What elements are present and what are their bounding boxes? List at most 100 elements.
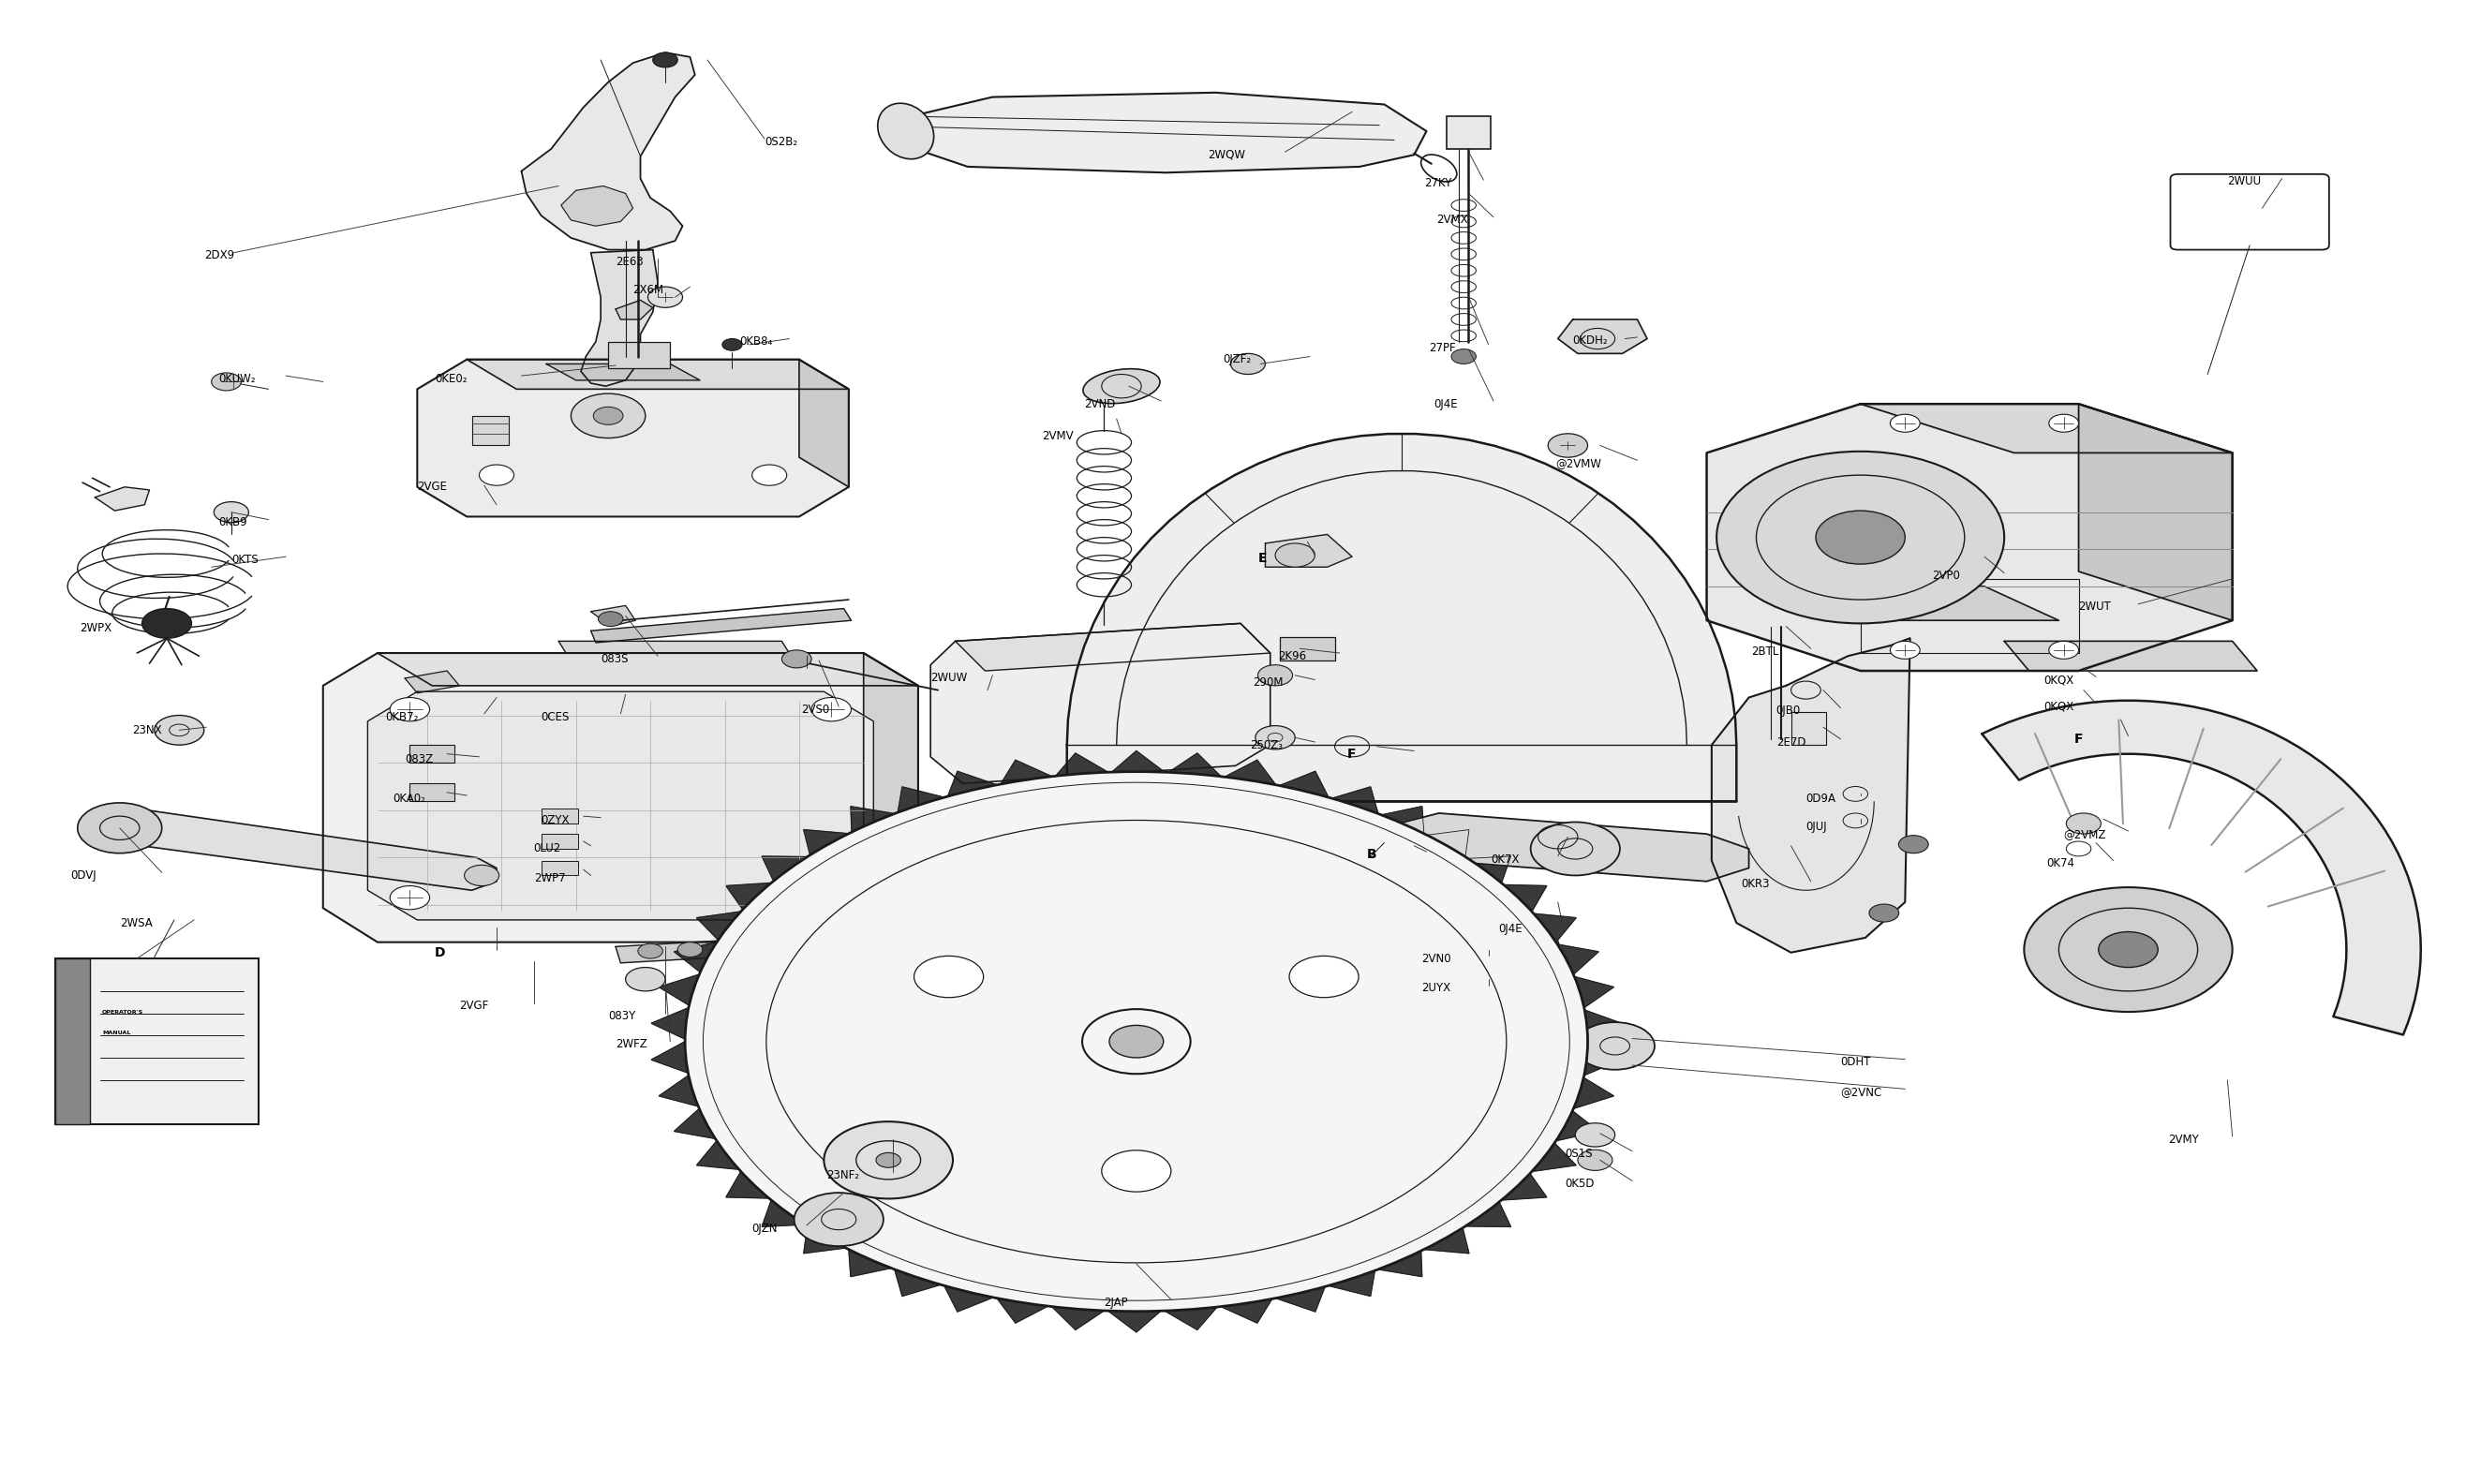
Polygon shape <box>521 52 695 249</box>
Polygon shape <box>1499 884 1546 911</box>
Text: 083S: 083S <box>600 653 628 665</box>
Polygon shape <box>851 806 896 835</box>
Text: 2JAP: 2JAP <box>1104 1297 1129 1309</box>
Text: 2VGF: 2VGF <box>459 1000 489 1012</box>
Text: B: B <box>1367 849 1377 861</box>
Polygon shape <box>417 359 849 516</box>
Circle shape <box>2024 887 2233 1012</box>
Circle shape <box>1816 510 1905 564</box>
Polygon shape <box>1466 1199 1511 1227</box>
Polygon shape <box>1451 968 1563 993</box>
Circle shape <box>638 944 662 959</box>
Text: 0KA0₂: 0KA0₂ <box>392 792 424 804</box>
Text: 2VMY: 2VMY <box>2168 1134 2198 1146</box>
Circle shape <box>811 697 851 721</box>
Text: 0KQX: 0KQX <box>2044 700 2074 712</box>
Text: 0KB8₄: 0KB8₄ <box>739 335 772 347</box>
Text: 23NF₂: 23NF₂ <box>826 1169 858 1181</box>
Polygon shape <box>546 364 700 380</box>
Bar <box>55 959 89 1125</box>
Polygon shape <box>1528 913 1575 942</box>
Polygon shape <box>1265 534 1352 567</box>
Circle shape <box>876 1153 901 1168</box>
Text: 2VS0: 2VS0 <box>801 703 831 715</box>
Circle shape <box>824 1122 953 1199</box>
Bar <box>541 809 578 824</box>
Polygon shape <box>697 1141 744 1169</box>
Text: F: F <box>2074 733 2082 745</box>
FancyBboxPatch shape <box>2171 174 2330 249</box>
Text: 0ZYX: 0ZYX <box>541 815 571 827</box>
Circle shape <box>1231 353 1265 374</box>
Text: 0K7X: 0K7X <box>1491 853 1518 865</box>
Polygon shape <box>1109 751 1164 775</box>
Polygon shape <box>2005 641 2258 671</box>
Text: D: D <box>434 945 447 959</box>
Circle shape <box>211 372 241 390</box>
Circle shape <box>1868 904 1898 922</box>
Polygon shape <box>1109 1307 1164 1333</box>
Text: 0KTS: 0KTS <box>231 554 258 565</box>
Text: 2VN0: 2VN0 <box>1422 953 1451 965</box>
Polygon shape <box>1377 1247 1422 1276</box>
Circle shape <box>1255 726 1295 749</box>
Polygon shape <box>893 92 1427 172</box>
Text: 0S2B₂: 0S2B₂ <box>764 135 796 147</box>
Polygon shape <box>1551 944 1598 975</box>
Ellipse shape <box>878 104 933 159</box>
Polygon shape <box>1531 1140 1575 1171</box>
Circle shape <box>479 464 514 485</box>
Text: 2WUW: 2WUW <box>930 672 968 684</box>
Text: 2WUU: 2WUU <box>2228 175 2260 187</box>
Text: 250Z₃: 250Z₃ <box>1250 739 1283 751</box>
Bar <box>541 834 578 849</box>
Polygon shape <box>471 416 509 445</box>
Polygon shape <box>930 623 1270 784</box>
Bar <box>1446 116 1491 148</box>
Circle shape <box>625 968 665 991</box>
Polygon shape <box>660 1076 705 1109</box>
Circle shape <box>593 407 623 424</box>
Polygon shape <box>697 911 742 944</box>
Polygon shape <box>1580 1008 1623 1042</box>
Polygon shape <box>1221 760 1275 785</box>
Circle shape <box>722 338 742 350</box>
Text: 0CES: 0CES <box>541 711 571 723</box>
Circle shape <box>213 502 248 522</box>
Circle shape <box>154 715 203 745</box>
Text: 2WUT: 2WUT <box>2079 601 2111 613</box>
Polygon shape <box>1275 772 1327 797</box>
Text: 27KY: 27KY <box>1424 177 1451 188</box>
Circle shape <box>1717 451 2005 623</box>
Polygon shape <box>1556 1109 1598 1141</box>
Text: 2VGE: 2VGE <box>417 481 447 493</box>
Circle shape <box>1898 835 1928 853</box>
Circle shape <box>1575 1123 1615 1147</box>
Circle shape <box>598 611 623 626</box>
Text: 0KQX: 0KQX <box>2044 674 2074 686</box>
Polygon shape <box>727 883 772 913</box>
Circle shape <box>1575 1022 1655 1070</box>
Text: 2E7D: 2E7D <box>1776 736 1806 748</box>
Polygon shape <box>997 760 1052 788</box>
Polygon shape <box>1052 1306 1109 1330</box>
Text: F: F <box>1347 748 1357 760</box>
Text: 2WP7: 2WP7 <box>533 873 566 884</box>
Bar <box>55 959 258 1125</box>
Circle shape <box>390 697 429 721</box>
Polygon shape <box>1707 404 2233 671</box>
Polygon shape <box>1327 787 1377 813</box>
Polygon shape <box>997 1298 1052 1322</box>
Polygon shape <box>581 249 657 386</box>
Text: 0KDH₂: 0KDH₂ <box>1573 334 1608 346</box>
Polygon shape <box>762 1201 811 1227</box>
Text: 27PF: 27PF <box>1429 341 1456 353</box>
Polygon shape <box>955 623 1270 671</box>
Text: 0S1S: 0S1S <box>1566 1149 1593 1160</box>
Circle shape <box>782 650 811 668</box>
Polygon shape <box>1422 830 1469 856</box>
Text: 0KR3: 0KR3 <box>1742 879 1769 890</box>
Text: 2BTL: 2BTL <box>1752 646 1779 657</box>
Polygon shape <box>1861 404 2233 453</box>
Polygon shape <box>653 1008 690 1042</box>
